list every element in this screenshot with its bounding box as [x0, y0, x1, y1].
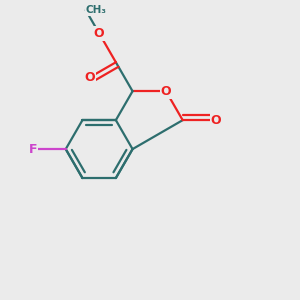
Text: CH₃: CH₃ — [86, 5, 107, 15]
Text: O: O — [94, 27, 104, 40]
Text: F: F — [29, 142, 37, 156]
Text: O: O — [85, 71, 95, 84]
Text: O: O — [161, 85, 171, 98]
Text: O: O — [211, 114, 221, 127]
